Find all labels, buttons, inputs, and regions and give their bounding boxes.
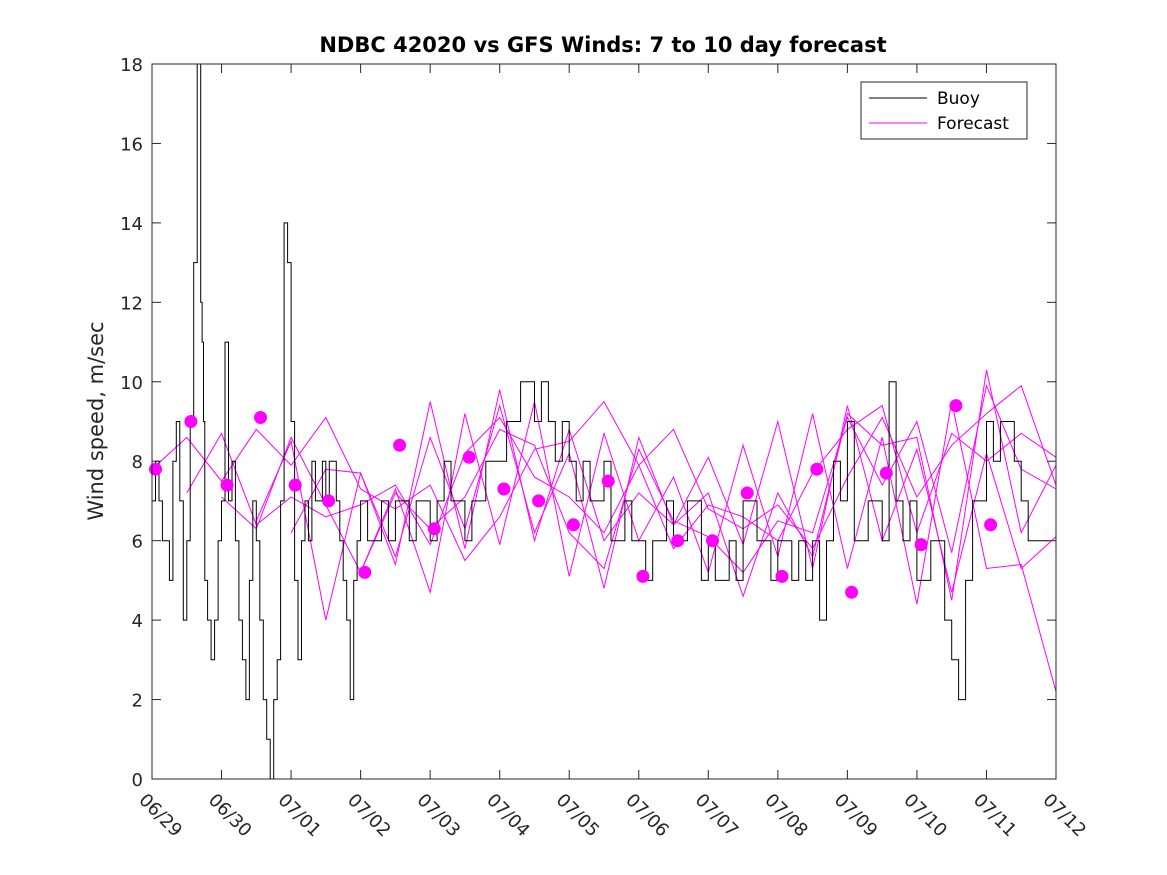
y-tick-label: 16 (120, 134, 143, 155)
forecast-marker (775, 569, 789, 583)
forecast-marker (220, 478, 234, 492)
plot-area (152, 64, 1056, 779)
forecast-marker (322, 494, 336, 508)
forecast-marker (636, 569, 650, 583)
y-tick-label: 0 (132, 770, 143, 791)
forecast-marker (810, 462, 824, 476)
y-tick-label: 4 (132, 611, 143, 632)
forecast-marker (288, 478, 302, 492)
forecast-marker (393, 438, 407, 452)
forecast-marker (358, 565, 372, 579)
forecast-marker (184, 415, 198, 428)
forecast-marker (671, 534, 685, 548)
forecast-line-4 (255, 369, 1057, 621)
forecast-marker (254, 411, 267, 424)
forecast-marker (879, 466, 893, 480)
forecast-marker (566, 518, 580, 532)
legend-label-forecast: Forecast (937, 114, 1009, 134)
forecast-marker (532, 494, 546, 508)
forecast-marker (462, 450, 476, 464)
forecast-marker (845, 585, 859, 599)
chart-title: NDBC 42020 vs GFS Winds: 7 to 10 day for… (319, 33, 886, 57)
y-tick-label: 14 (120, 214, 143, 235)
forecast-marker (427, 522, 441, 536)
y-tick-label: 8 (132, 452, 143, 473)
forecast-line-1 (151, 384, 1057, 562)
legend-box (860, 81, 1028, 140)
y-tick-label: 18 (120, 55, 143, 76)
forecast-marker (984, 518, 998, 532)
forecast-marker (601, 474, 615, 488)
y-tick-label: 6 (132, 532, 143, 553)
forecast-marker (949, 399, 963, 413)
forecast-line-2 (186, 404, 1057, 550)
legend-label-buoy: Buoy (937, 89, 980, 109)
plot-frame (151, 63, 1057, 780)
forecast-marker (497, 482, 511, 496)
legend: Buoy Forecast (860, 81, 1028, 140)
y-tick-label: 2 (132, 691, 143, 712)
forecast-marker (706, 534, 719, 548)
y-tick-label: 10 (120, 373, 143, 394)
y-tick-label: 12 (120, 293, 143, 314)
forecast-marker (740, 486, 754, 500)
forecast-marker (914, 538, 928, 552)
y-axis-label: Wind speed, m/sec (84, 321, 108, 520)
forecast-marker (149, 462, 162, 476)
